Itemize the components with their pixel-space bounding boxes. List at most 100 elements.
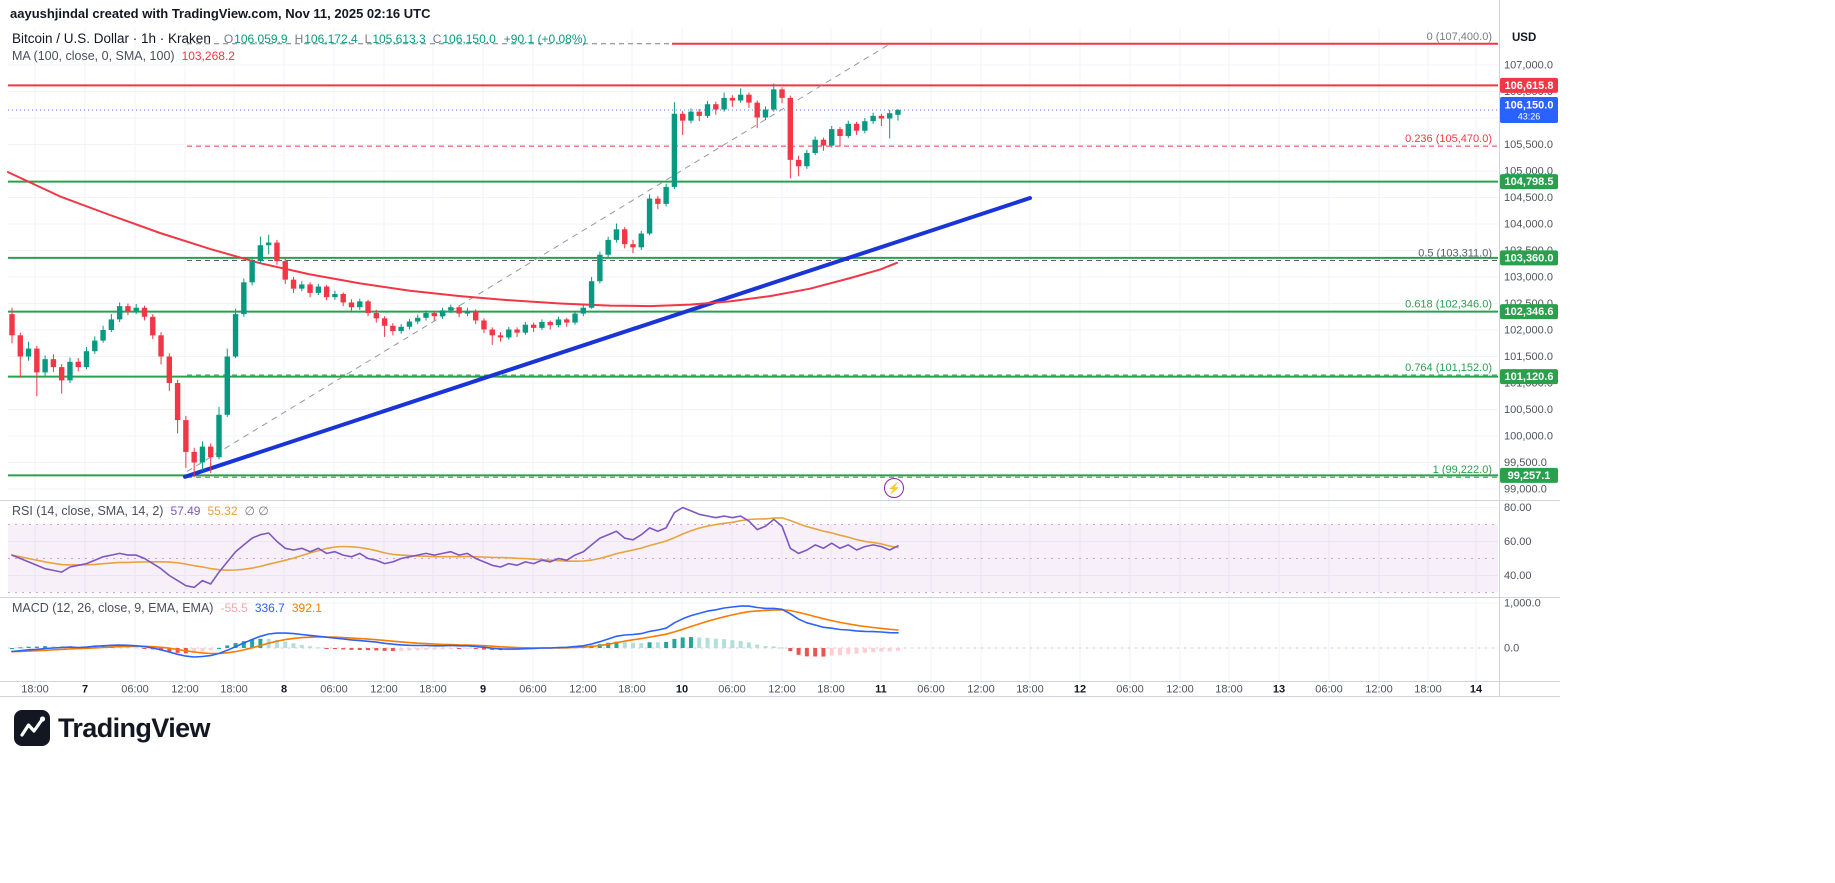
svg-text:99,500.0: 99,500.0 (1504, 457, 1547, 469)
grid (8, 28, 1498, 681)
rsi-ma-value: 55.32 (207, 504, 238, 518)
ohlc-low-value: 105,613.3 (372, 32, 426, 46)
svg-text:USD: USD (1512, 32, 1536, 44)
svg-text:11: 11 (875, 684, 887, 696)
svg-text:18:00: 18:00 (817, 684, 845, 696)
svg-text:0.236 (105,470.0): 0.236 (105,470.0) (1405, 133, 1492, 145)
svg-text:12:00: 12:00 (967, 684, 995, 696)
fib-labels: 0 (107,400.0) 0.236 (105,470.0) 0.5 (103,3… (1405, 31, 1492, 476)
svg-text:18:00: 18:00 (419, 684, 447, 696)
svg-text:40.00: 40.00 (1504, 570, 1532, 582)
ohlc-low-label: L (364, 32, 372, 46)
svg-text:105,500.0: 105,500.0 (1504, 139, 1553, 151)
svg-text:12: 12 (1074, 684, 1086, 696)
svg-text:06:00: 06:00 (519, 684, 547, 696)
ohlc-close-label: C (432, 32, 442, 46)
svg-text:9: 9 (480, 684, 486, 696)
ohlc-high-label: H (294, 32, 304, 46)
candlestick-series (9, 83, 901, 478)
svg-text:12:00: 12:00 (370, 684, 398, 696)
svg-text:12:00: 12:00 (768, 684, 796, 696)
rsi-title[interactable]: RSI (14, close, SMA, 14, 2) (12, 504, 164, 518)
svg-text:12:00: 12:00 (569, 684, 597, 696)
svg-text:104,798.5: 104,798.5 (1505, 176, 1554, 188)
svg-text:06:00: 06:00 (1116, 684, 1144, 696)
ohlc-open-label: O (223, 32, 234, 46)
svg-text:0.764 (101,152.0): 0.764 (101,152.0) (1405, 362, 1492, 374)
svg-text:43:26: 43:26 (1518, 112, 1541, 122)
svg-text:06:00: 06:00 (121, 684, 149, 696)
chart-canvas[interactable]: USD107,000.0106,500.0106,000.0105,500.01… (0, 0, 1560, 698)
svg-text:103,360.0: 103,360.0 (1505, 252, 1554, 264)
price-axis-labels: 106,615.8 106,150.043:26 104,798.5 103,360.… (1500, 77, 1558, 483)
macd-legend: MACD (12, 26, close, 9, EMA, EMA) -55.5 … (12, 601, 322, 615)
svg-text:18:00: 18:00 (220, 684, 248, 696)
svg-text:1,000.0: 1,000.0 (1504, 598, 1541, 610)
svg-text:99,000.0: 99,000.0 (1504, 484, 1547, 496)
ohlc-open-value: 106,059.9 (234, 32, 288, 46)
svg-text:80.00: 80.00 (1504, 502, 1532, 514)
svg-text:18:00: 18:00 (1016, 684, 1044, 696)
svg-text:101,120.6: 101,120.6 (1505, 371, 1554, 383)
svg-text:18:00: 18:00 (1215, 684, 1243, 696)
svg-text:100,500.0: 100,500.0 (1504, 404, 1553, 416)
ma-title[interactable]: MA (100, close, 0, SMA, 100) (12, 49, 175, 63)
svg-text:06:00: 06:00 (1315, 684, 1343, 696)
svg-text:0.5 (103,311.0): 0.5 (103,311.0) (1418, 248, 1492, 260)
svg-text:14: 14 (1470, 684, 1483, 696)
svg-text:13: 13 (1273, 684, 1285, 696)
macd-hist-value: -55.5 (220, 601, 248, 615)
svg-text:18:00: 18:00 (1414, 684, 1442, 696)
panel-separators (0, 0, 1560, 697)
svg-text:106,150.0: 106,150.0 (1505, 100, 1554, 112)
svg-text:104,500.0: 104,500.0 (1504, 192, 1553, 204)
time-scale[interactable]: 18:00 7 06:00 12:00 18:00 8 06:00 12:00 18:00 9 06… (21, 684, 1483, 696)
rsi-value: 57.49 (170, 504, 201, 518)
svg-text:0.0: 0.0 (1504, 643, 1519, 655)
svg-text:101,500.0: 101,500.0 (1504, 351, 1553, 363)
svg-text:1 (99,222.0): 1 (99,222.0) (1433, 464, 1492, 476)
lightning-icon: ⚡ (887, 482, 901, 495)
svg-text:12:00: 12:00 (1365, 684, 1393, 696)
rsi-lines (11, 506, 899, 589)
tradingview-brand-text: TradingView (58, 712, 211, 743)
price-scale[interactable]: USD107,000.0106,500.0106,000.0105,500.01… (1504, 32, 1553, 655)
svg-text:12:00: 12:00 (1166, 684, 1194, 696)
svg-text:7: 7 (82, 684, 88, 696)
svg-text:103,000.0: 103,000.0 (1504, 272, 1553, 284)
svg-text:06:00: 06:00 (320, 684, 348, 696)
svg-text:0 (107,400.0): 0 (107,400.0) (1427, 31, 1492, 43)
macd-title[interactable]: MACD (12, 26, close, 9, EMA, EMA) (12, 601, 214, 615)
svg-text:18:00: 18:00 (618, 684, 646, 696)
macd-signal-value: 392.1 (291, 601, 322, 615)
attribution-text: aayushjindal created with TradingView.co… (10, 6, 431, 21)
svg-text:106,615.8: 106,615.8 (1505, 80, 1554, 92)
tradingview-logo-link[interactable]: TradingView (14, 710, 211, 746)
rsi-legend: RSI (14, close, SMA, 14, 2) 57.49 55.32 … (12, 504, 269, 518)
ohlc-change-value: +90.1 (+0.08%) (503, 32, 587, 46)
ma-legend: MA (100, close, 0, SMA, 100) 103,268.2 (12, 49, 235, 63)
svg-text:107,000.0: 107,000.0 (1504, 60, 1553, 72)
trendlines (183, 43, 1032, 479)
ma-value: 103,268.2 (181, 49, 235, 63)
svg-text:06:00: 06:00 (917, 684, 945, 696)
rsi-extra-values: ∅ ∅ (244, 504, 269, 518)
symbol-legend: Bitcoin / U.S. Dollar · 1h · Kraken O 106… (12, 31, 587, 46)
macd-line-value: 336.7 (254, 601, 285, 615)
svg-text:99,257.1: 99,257.1 (1508, 470, 1551, 482)
svg-text:12:00: 12:00 (171, 684, 199, 696)
tradingview-logo-icon (14, 710, 50, 746)
ohlc-close-value: 106,150.0 (442, 32, 496, 46)
ohlc-high-value: 106,172.4 (304, 32, 358, 46)
svg-text:100,000.0: 100,000.0 (1504, 431, 1553, 443)
lightning-button[interactable]: ⚡ (884, 478, 904, 498)
ma-100-line (7, 171, 898, 308)
svg-text:60.00: 60.00 (1504, 536, 1532, 548)
macd-series (10, 605, 900, 658)
symbol-title[interactable]: Bitcoin / U.S. Dollar · 1h · Kraken (12, 31, 211, 46)
svg-text:104,000.0: 104,000.0 (1504, 219, 1553, 231)
svg-text:18:00: 18:00 (21, 684, 49, 696)
svg-text:102,346.6: 102,346.6 (1505, 306, 1554, 318)
svg-text:102,000.0: 102,000.0 (1504, 325, 1553, 337)
